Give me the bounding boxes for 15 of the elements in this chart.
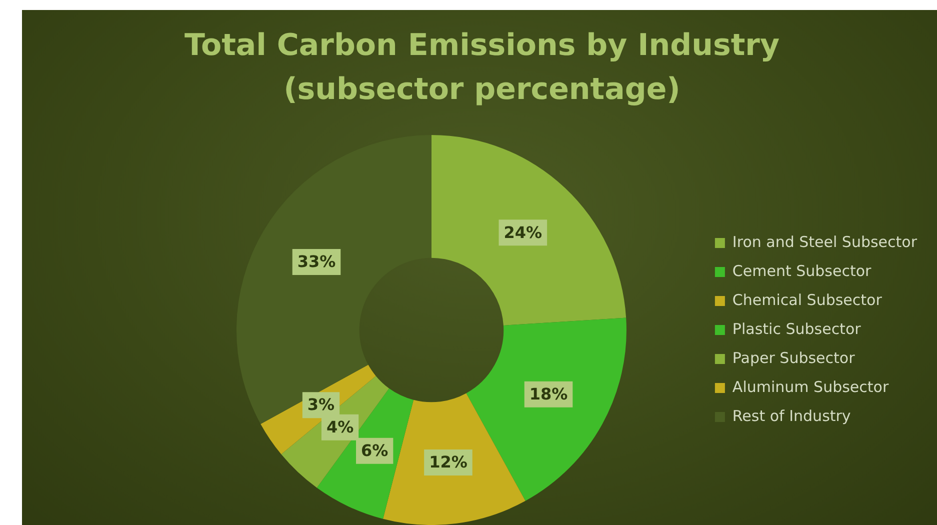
legend-label: Plastic Subsector bbox=[732, 320, 862, 338]
data-label: 18% bbox=[529, 384, 568, 404]
data-label: 24% bbox=[504, 222, 542, 242]
data-label: 12% bbox=[429, 452, 468, 472]
data-label: 6% bbox=[361, 441, 388, 460]
data-label: 3% bbox=[307, 395, 335, 414]
legend-label: Chemical Subsector bbox=[732, 290, 883, 309]
data-label: 4% bbox=[326, 418, 354, 437]
legend-label: Cement Subsector bbox=[732, 262, 872, 280]
data-label: 33% bbox=[297, 252, 336, 272]
legend-label: Paper Subsector bbox=[732, 348, 856, 367]
chart-title: Total Carbon Emissions by Industry (subsector percentage) bbox=[183, 27, 781, 109]
legend-label: Aluminum Subsector bbox=[732, 378, 890, 396]
legend-label: Rest of Industry bbox=[732, 406, 851, 425]
legend-label: Iron and Steel Subsector bbox=[732, 232, 918, 251]
